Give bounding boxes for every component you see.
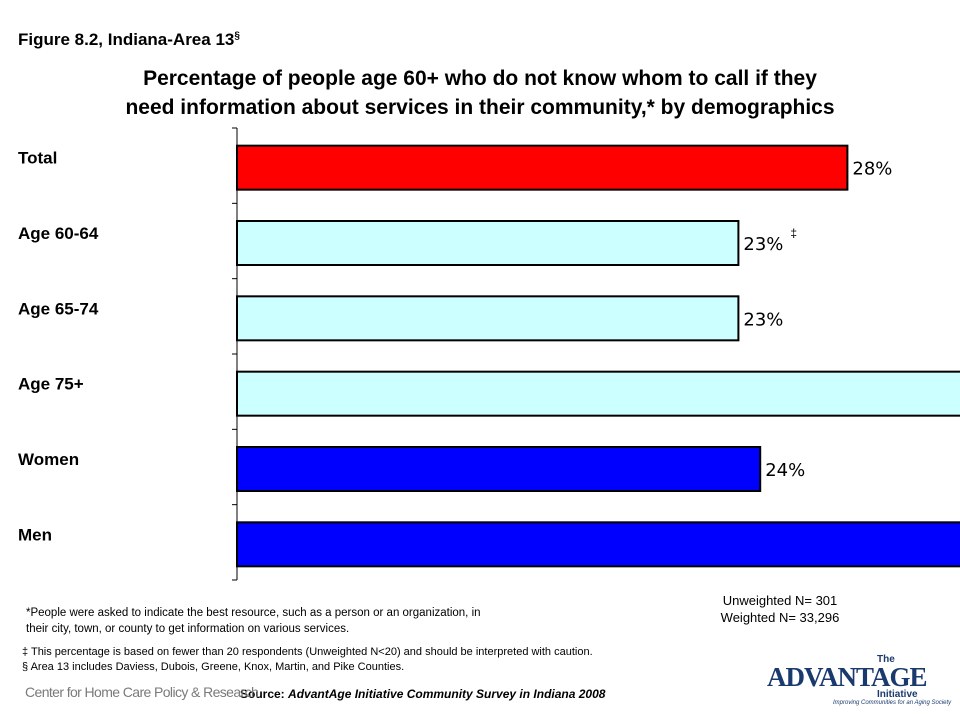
- chart-title-line1: Percentage of people age 60+ who do not …: [143, 67, 817, 90]
- chart-title: Percentage of people age 60+ who do not …: [40, 64, 920, 122]
- footnotes: ‡ This percentage is based on fewer than…: [22, 645, 722, 675]
- weighted-n: Weighted N= 33,296: [720, 610, 840, 625]
- category-label: Age 60-64: [18, 224, 99, 243]
- source-text: AdvantAge Initiative Community Survey in…: [288, 687, 606, 701]
- figure-label: Figure 8.2, Indiana-Area 13§: [18, 30, 240, 50]
- category-label: Men: [18, 525, 52, 544]
- source-label: Source:: [240, 687, 285, 701]
- source-line: Source: AdvantAge Initiative Community S…: [240, 687, 605, 701]
- bar-age-65-74: [236, 295, 740, 342]
- bar-age-75-: [236, 370, 960, 417]
- bar-total: [236, 144, 849, 191]
- advantage-logo: The ADVANTAGE Initiative Improving Commu…: [765, 652, 951, 710]
- logo-initiative: Initiative: [877, 689, 918, 700]
- logo-main: ADVANTAGE: [767, 662, 928, 692]
- category-label: Age 65-74: [18, 299, 99, 318]
- footnote-section: § Area 13 includes Daviess, Dubois, Gree…: [22, 661, 405, 673]
- figure-label-text: Figure 8.2, Indiana-Area 13: [18, 30, 235, 49]
- logo-tagline: Improving Communities for an Aging Socie…: [833, 700, 952, 706]
- category-label: Age 75+: [18, 375, 84, 394]
- footnote-people: *People were asked to indicate the best …: [26, 607, 481, 635]
- footnote-dagger: ‡ This percentage is based on fewer than…: [22, 646, 593, 658]
- value-label: 24%: [765, 460, 805, 481]
- category-label: Women: [18, 450, 79, 469]
- value-label: 28%: [852, 159, 892, 180]
- value-label: 23%: [743, 309, 783, 330]
- bar-women: [236, 446, 762, 492]
- sample-size: Unweighted N= 301 Weighted N= 33,296: [690, 592, 870, 626]
- annotation-mark: ‡: [790, 226, 797, 240]
- chcp-logo: Center for Home Care Policy & Research: [25, 684, 259, 700]
- bar-men: [236, 521, 960, 568]
- value-label: 23%: [743, 234, 783, 255]
- figure-label-mark: §: [234, 30, 240, 42]
- bar-age-60-64: [236, 220, 740, 266]
- unweighted-n: Unweighted N= 301: [722, 593, 838, 608]
- logo-the: The: [877, 654, 895, 665]
- chart-title-line2: need information about services in their…: [125, 96, 835, 119]
- category-label: Total: [18, 149, 57, 168]
